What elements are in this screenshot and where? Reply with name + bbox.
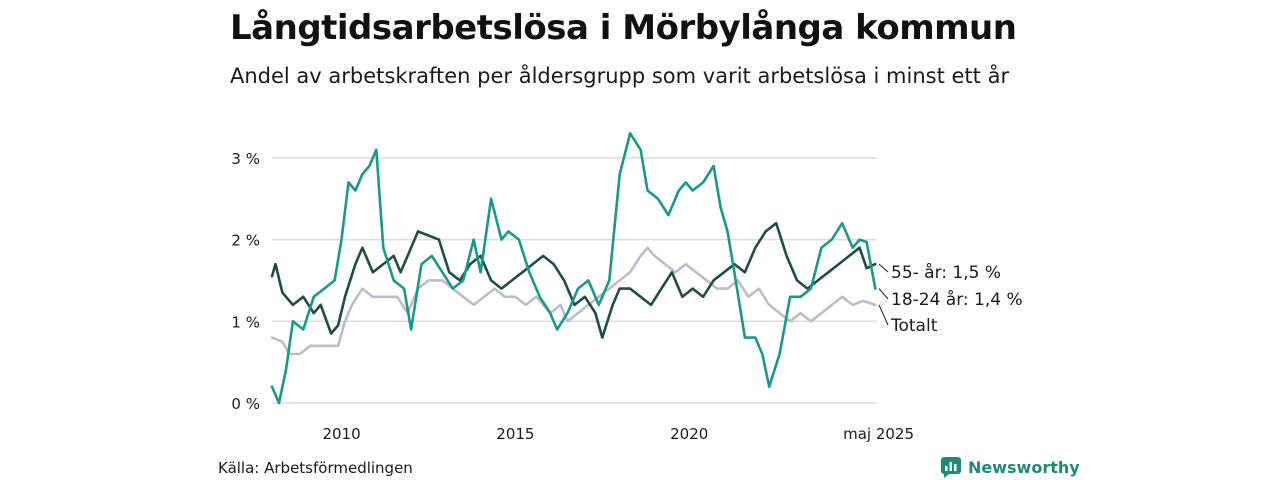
chart-title: Långtidsarbetslösa i Mörbylånga kommun: [230, 8, 1017, 48]
brand-name: Newsworthy: [968, 457, 1080, 477]
x-axis-ticks: 2010 2015 2020 maj 2025: [322, 425, 914, 443]
y-tick-label: 0 %: [231, 395, 260, 413]
series-line: [270, 132, 877, 405]
bar-chart-logo-icon: [941, 457, 961, 478]
chart-subtitle: Andel av arbetskraften per åldersgrupp s…: [230, 64, 1010, 88]
source-credit: Källa: Arbetsförmedlingen: [218, 459, 413, 477]
series-lines: [270, 132, 877, 405]
x-tick-label: maj 2025: [843, 425, 914, 443]
y-tick-label: 1 %: [231, 313, 260, 331]
series-end-label: 18-24 år: 1,4 %: [891, 289, 1023, 310]
line-chart: 0 % 1 % 2 % 3 % 2010 2015 2020 maj 2025 Totalt…: [231, 132, 1023, 443]
gridlines: [272, 157, 877, 404]
series-end-label: 55- år: 1,5 %: [891, 262, 1001, 283]
series-line: [270, 246, 877, 356]
label-connector: [878, 288, 889, 300]
series-end-label: Totalt: [890, 316, 938, 336]
label-connector: [878, 304, 889, 326]
y-tick-label: 2 %: [231, 232, 260, 250]
y-tick-label: 3 %: [231, 150, 260, 168]
y-axis-ticks: 0 % 1 % 2 % 3 %: [231, 150, 260, 413]
x-tick-label: 2015: [496, 425, 534, 443]
series-line: [270, 221, 877, 339]
x-tick-label: 2010: [322, 425, 360, 443]
brand-logo[interactable]: Newsworthy: [940, 456, 1080, 478]
label-connector: [878, 263, 889, 273]
series-end-labels: Totalt 55- år: 1,5 % 18-24 år: 1,4 %: [878, 262, 1023, 336]
x-tick-label: 2020: [670, 425, 708, 443]
